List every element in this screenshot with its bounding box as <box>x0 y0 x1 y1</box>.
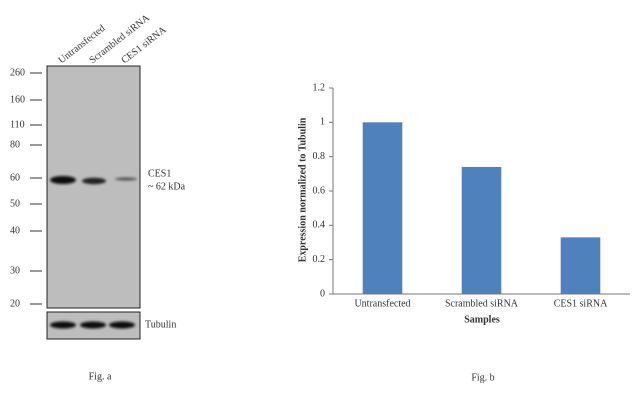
western-blot: CES1 ~ 62 kDa Tubulin Fig. a <box>46 65 186 382</box>
band <box>50 321 76 329</box>
x-tick-label: Scrambled siRNA <box>445 298 519 309</box>
loading-control-label: Tubulin <box>145 319 176 330</box>
band-size: ~ 62 kDa <box>148 181 186 192</box>
y-tick-label: 0.2 <box>313 254 326 265</box>
band <box>109 321 135 329</box>
x-axis-title: Samples <box>464 314 500 325</box>
y-tick-label: 0.4 <box>313 220 326 231</box>
caption: Fig. a <box>89 371 112 382</box>
y-tick-label: 0.8 <box>313 151 326 162</box>
band <box>80 321 106 329</box>
y-tick-label: 0 <box>320 288 325 299</box>
marker-label: 110 <box>10 119 25 130</box>
bar <box>461 166 502 294</box>
x-tick-label: CES1 siRNA <box>554 298 608 309</box>
marker-label: 160 <box>10 94 25 105</box>
y-tick-label: 1.2 <box>313 82 326 93</box>
y-tick-label: 0.6 <box>313 185 326 196</box>
band-label: CES1 <box>148 168 171 179</box>
marker-label: 40 <box>10 225 20 236</box>
marker-label: 30 <box>10 265 20 276</box>
bands <box>50 176 137 329</box>
y-tick-label: 1 <box>320 117 325 128</box>
marker-label: 260 <box>10 67 25 78</box>
band <box>115 177 137 181</box>
x-tick-label: Untransfected <box>354 298 410 309</box>
y-axis-title: Expression normalized to Tubulin <box>297 117 308 262</box>
marker-label: 50 <box>10 198 20 209</box>
blot-panel <box>46 65 141 309</box>
caption: Fig. b <box>471 372 494 383</box>
bar <box>362 122 403 294</box>
marker-label: 60 <box>10 172 20 183</box>
band <box>50 176 76 184</box>
band <box>82 177 106 185</box>
marker-label: 80 <box>10 139 20 150</box>
marker-label: 20 <box>10 298 20 309</box>
bar <box>560 237 601 294</box>
